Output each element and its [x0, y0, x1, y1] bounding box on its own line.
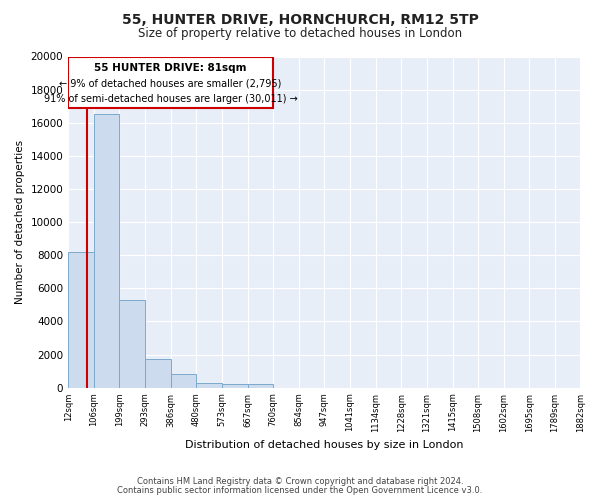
Text: Contains HM Land Registry data © Crown copyright and database right 2024.: Contains HM Land Registry data © Crown c… [137, 477, 463, 486]
Text: Size of property relative to detached houses in London: Size of property relative to detached ho… [138, 28, 462, 40]
Bar [222, 384, 248, 388]
Bar [94, 114, 119, 388]
Text: 55, HUNTER DRIVE, HORNCHURCH, RM12 5TP: 55, HUNTER DRIVE, HORNCHURCH, RM12 5TP [122, 12, 478, 26]
Bar [170, 374, 196, 388]
X-axis label: Distribution of detached houses by size in London: Distribution of detached houses by size … [185, 440, 464, 450]
Text: Contains public sector information licensed under the Open Government Licence v3: Contains public sector information licen… [118, 486, 482, 495]
Bar [145, 358, 170, 388]
Bar [68, 252, 94, 388]
Bar [119, 300, 145, 388]
Y-axis label: Number of detached properties: Number of detached properties [15, 140, 25, 304]
Bar [196, 382, 222, 388]
Bar [248, 384, 273, 388]
Text: 55 HUNTER DRIVE: 81sqm: 55 HUNTER DRIVE: 81sqm [94, 63, 247, 73]
Text: ← 9% of detached houses are smaller (2,795): ← 9% of detached houses are smaller (2,7… [59, 78, 282, 88]
FancyBboxPatch shape [68, 56, 273, 108]
Text: 91% of semi-detached houses are larger (30,011) →: 91% of semi-detached houses are larger (… [44, 94, 298, 104]
